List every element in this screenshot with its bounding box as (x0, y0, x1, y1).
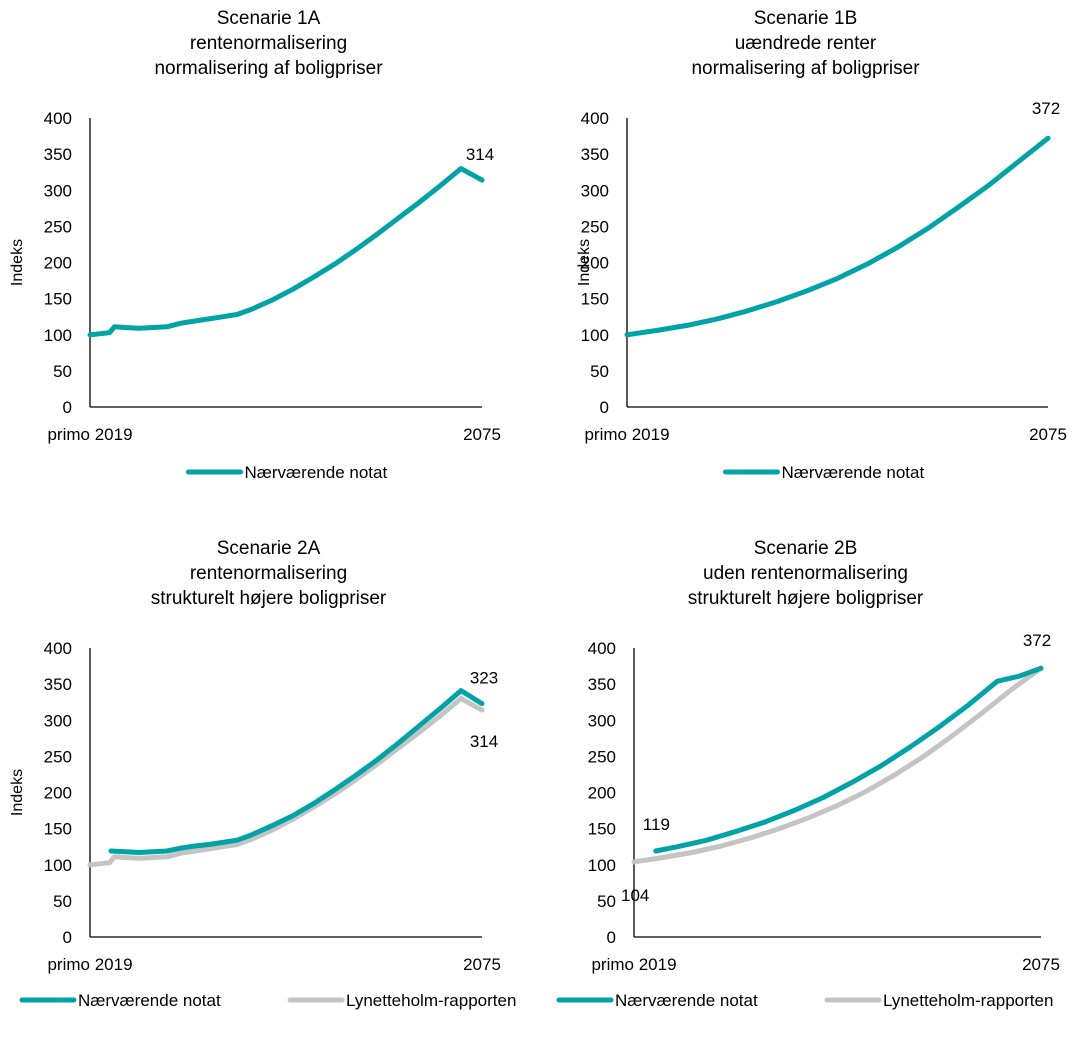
chart-title-line: uden rentenormalisering (703, 563, 908, 584)
y-tick-label: 0 (63, 398, 72, 417)
y-tick-label: 200 (44, 254, 72, 273)
y-axis-label: Indeks (9, 239, 26, 286)
legend-label: Nærværende notat (78, 991, 221, 1010)
data-label: 119 (643, 815, 670, 834)
legend-label: Lynetteholm-rapporten (346, 991, 516, 1010)
y-tick-label: 250 (44, 217, 72, 236)
series-line-naervaerende-notat (87, 166, 485, 338)
y-tick-label: 0 (63, 928, 72, 947)
y-tick-label: 150 (588, 820, 616, 839)
chart-title-line: normalisering af boligpriser (691, 58, 920, 79)
series-line-naervaerende-notat (624, 135, 1051, 338)
chart-title-line: Scenarie 2B (753, 538, 858, 559)
chart-panel-scenarie-2a: Scenarie 2A rentenormalisering strukture… (0, 530, 537, 1040)
chart-title: Scenarie 2B uden rentenormalisering stru… (537, 536, 1074, 611)
chart-panel-scenarie-1a: Scenarie 1A rentenormalisering normalise… (0, 0, 537, 510)
y-tick-label: 200 (588, 784, 616, 803)
y-tick-label: 400 (44, 109, 72, 128)
y-tick-label: 350 (44, 145, 72, 164)
y-tick-label: 50 (597, 892, 616, 911)
y-tick-label: 0 (607, 928, 616, 947)
y-tick-label: 100 (588, 856, 616, 875)
chart-title-line: strukturelt højere boligpriser (150, 588, 387, 609)
series-line-naervaerende-notat (108, 688, 485, 855)
x-tick-label: primo 2019 (47, 425, 132, 444)
data-label: 314 (470, 732, 498, 751)
y-tick-label: 150 (581, 290, 609, 309)
x-tick-label: 2075 (1022, 955, 1060, 974)
line-chart: 0 50 100 150 200 250 300 350 400 Indeks primo 2019… (9, 109, 501, 482)
x-tick-label: primo 2019 (584, 425, 669, 444)
data-label: 323 (470, 669, 498, 688)
x-tick-label: primo 2019 (47, 955, 132, 974)
y-tick-label: 100 (44, 326, 72, 345)
line-chart: 0 50 100 150 200 250 300 350 400 Indeks primo 2019… (9, 639, 516, 1010)
legend-label: Nærværende notat (782, 463, 925, 482)
chart-title-line: Scenarie 1B (753, 8, 858, 29)
y-tick-label: 300 (44, 711, 72, 730)
legend-label: Nærværende notat (245, 463, 388, 482)
y-tick-label: 300 (44, 181, 72, 200)
chart-title: Scenarie 2A rentenormalisering strukture… (0, 536, 537, 611)
y-tick-label: 300 (588, 711, 616, 730)
legend-label: Nærværende notat (615, 991, 758, 1010)
y-tick-label: 100 (581, 326, 609, 345)
y-tick-label: 350 (581, 145, 609, 164)
line-chart: 0 50 100 150 200 250 300 350 400 primo 2019 2075 37… (556, 631, 1060, 1010)
data-label: 372 (1023, 631, 1051, 650)
y-tick-label: 400 (581, 109, 609, 128)
y-tick-label: 100 (44, 856, 72, 875)
y-tick-label: 50 (590, 362, 609, 381)
series-line-lynetteholm-rapporten (631, 665, 1044, 865)
x-tick-label: 2075 (463, 955, 501, 974)
chart-title-line: rentenormalisering (189, 33, 348, 54)
data-label: 372 (1032, 99, 1060, 118)
chart-title-line: Scenarie 1A (216, 8, 321, 29)
y-tick-label: 300 (581, 181, 609, 200)
chart-title: Scenarie 1A rentenormalisering normalise… (0, 6, 537, 81)
y-tick-label: 350 (588, 675, 616, 694)
x-tick-label: 2075 (1029, 425, 1067, 444)
x-tick-label: primo 2019 (591, 955, 676, 974)
series-line-lynetteholm-rapporten (87, 696, 485, 868)
y-tick-label: 350 (44, 675, 72, 694)
legend-label: Lynetteholm-rapporten (883, 991, 1053, 1010)
chart-title-line: strukturelt højere boligpriser (687, 588, 924, 609)
chart-title-line: uændrede renter (734, 33, 877, 54)
y-tick-label: 200 (581, 254, 609, 273)
y-tick-label: 250 (581, 217, 609, 236)
y-axis-label: Indeks (576, 239, 593, 286)
y-tick-label: 50 (53, 362, 72, 381)
y-tick-label: 50 (53, 892, 72, 911)
x-tick-label: 2075 (463, 425, 501, 444)
data-label: 314 (466, 145, 494, 164)
y-tick-label: 150 (44, 820, 72, 839)
chart-title-line: normalisering af boligpriser (154, 58, 383, 79)
chart-title-line: rentenormalisering (189, 563, 348, 584)
y-tick-label: 250 (44, 747, 72, 766)
y-tick-label: 400 (588, 639, 616, 658)
chart-title: Scenarie 1B uændrede renter normaliserin… (537, 6, 1074, 81)
data-label: 104 (621, 886, 649, 905)
y-tick-label: 200 (44, 784, 72, 803)
line-chart: 0 50 100 150 200 250 300 350 400 Indeks primo 2019… (576, 99, 1067, 482)
chart-panel-scenarie-1b: Scenarie 1B uændrede renter normaliserin… (537, 0, 1074, 510)
y-tick-label: 150 (44, 290, 72, 309)
chart-title-line: Scenarie 2A (216, 538, 321, 559)
y-axis-label: Indeks (9, 769, 26, 816)
y-tick-label: 0 (600, 398, 609, 417)
y-tick-label: 400 (44, 639, 72, 658)
chart-panel-scenarie-2b: Scenarie 2B uden rentenormalisering stru… (537, 530, 1074, 1040)
y-tick-label: 250 (588, 747, 616, 766)
series-line-naervaerende-notat (653, 665, 1044, 854)
